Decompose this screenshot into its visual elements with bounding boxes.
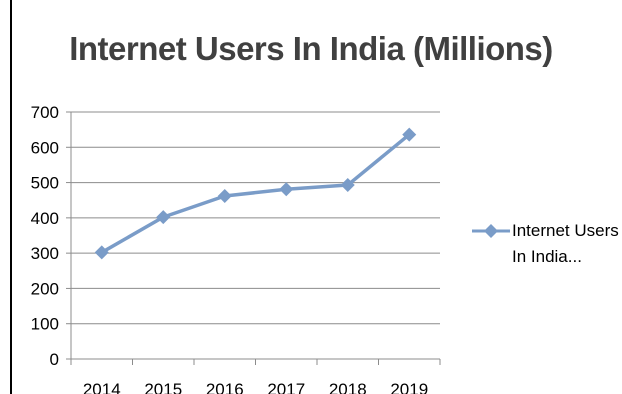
data-point-2016 <box>217 188 232 203</box>
x-tick-label: 2016 <box>206 380 244 394</box>
gridlines <box>71 111 440 325</box>
data-point-2014 <box>94 245 109 260</box>
y-tick-label: 0 <box>50 350 59 369</box>
x-tick-label: 2015 <box>144 380 182 394</box>
y-tick-label: 500 <box>31 174 59 193</box>
legend-marker-icon <box>472 224 510 238</box>
x-tick-labels: 2014 2015 2016 2017 2018 2019 <box>83 380 428 394</box>
data-point-2018 <box>340 178 355 193</box>
y-tick-label: 100 <box>31 315 59 334</box>
data-point-2017 <box>279 182 294 197</box>
y-tick-label: 600 <box>31 138 59 157</box>
y-tick-label: 400 <box>31 209 59 228</box>
y-tick-label: 700 <box>31 103 59 122</box>
legend-label: Internet Users In India... <box>512 221 619 266</box>
x-tick-label: 2018 <box>329 380 367 394</box>
x-tick-label: 2017 <box>267 380 305 394</box>
x-tick-label: 2014 <box>83 380 121 394</box>
y-tick-labels: 0 100 200 300 400 500 600 700 <box>31 103 59 369</box>
left-border-line <box>10 0 12 394</box>
axes <box>66 111 441 365</box>
data-point-2015 <box>156 210 171 225</box>
x-tick-label: 2019 <box>390 380 428 394</box>
data-point-2019 <box>402 127 417 142</box>
y-tick-label: 200 <box>31 279 59 298</box>
series-internet-users <box>94 127 417 260</box>
y-tick-label: 300 <box>31 244 59 263</box>
series-line <box>100 133 411 254</box>
chart-title: Internet Users In India (Millions) <box>69 30 553 67</box>
